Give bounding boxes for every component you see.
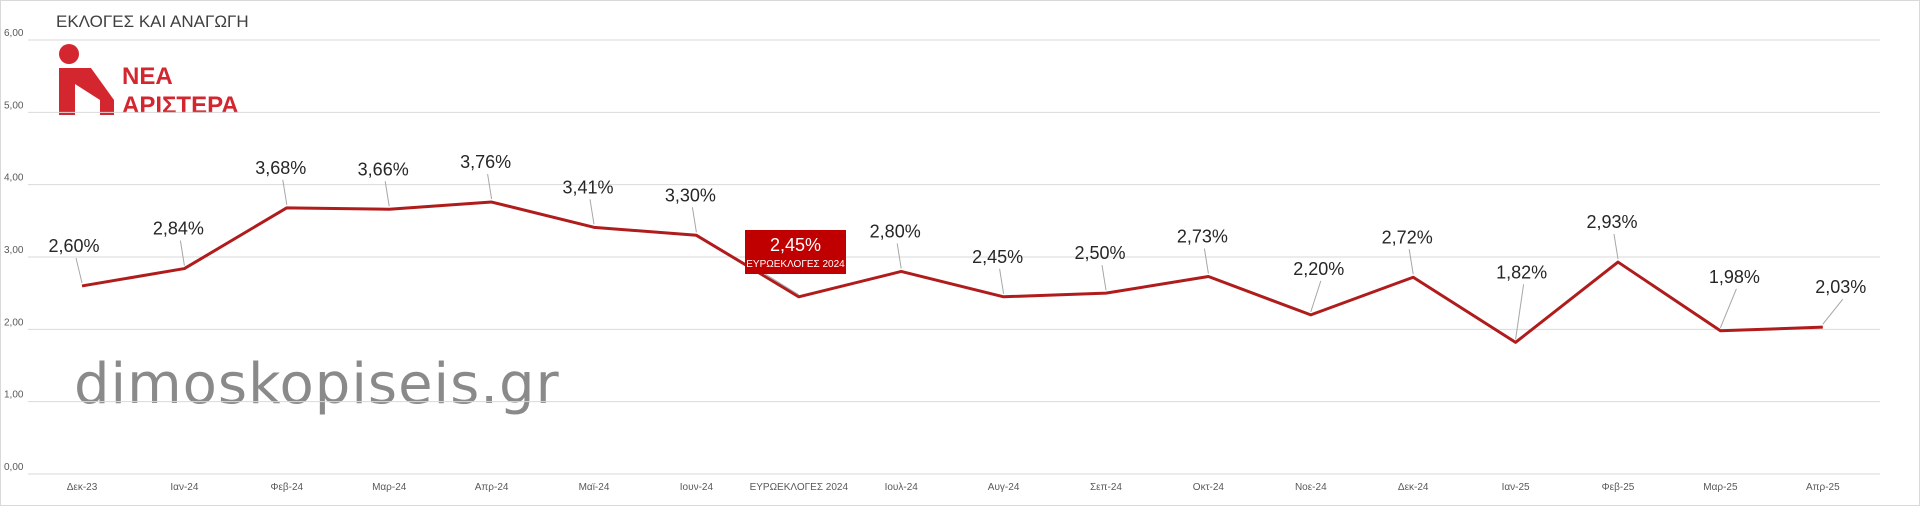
y-tick-label: 2,00: [4, 317, 24, 328]
chart-title: ΕΚΛΟΓΕΣ ΚΑΙ ΑΝΑΓΩΓΗ: [56, 12, 249, 31]
leader-line: [691, 207, 697, 233]
leader-line: [1203, 248, 1209, 274]
data-label: 3,68%: [255, 158, 306, 178]
nea-aristera-logo: ΝΕΑ ΑΡΙΣΤΕΡΑ: [56, 44, 256, 129]
leader-line: [487, 173, 493, 200]
data-label: 2,73%: [1177, 227, 1228, 247]
data-label: 2,80%: [870, 221, 921, 241]
data-label: 2,03%: [1815, 277, 1866, 297]
highlight-value: 2,45%: [770, 235, 821, 255]
leader-line: [384, 181, 390, 207]
leader-line: [589, 199, 595, 225]
highlight-box: [745, 230, 846, 274]
leader-line: [1719, 288, 1737, 328]
leader-line: [1310, 280, 1322, 313]
leader-line: [1822, 298, 1844, 325]
y-tick-label: 5,00: [4, 100, 24, 111]
x-tick-label: Ιουν-24: [680, 482, 714, 493]
x-tick-label: Δεκ-24: [1398, 482, 1429, 493]
data-label: 2,60%: [48, 236, 99, 256]
x-tick-label: Απρ-25: [1806, 482, 1840, 493]
leader-line: [1101, 265, 1107, 291]
leader-line: [999, 268, 1005, 294]
x-tick-label: Μαϊ-24: [579, 482, 610, 493]
y-tick-label: 4,00: [4, 173, 24, 184]
data-label: 2,45%: [972, 247, 1023, 267]
data-label: 3,41%: [562, 177, 613, 197]
y-tick-label: 0,00: [4, 462, 24, 473]
leader-line: [1408, 249, 1414, 275]
y-tick-label: 3,00: [4, 245, 24, 256]
x-tick-label: Ιαν-25: [1502, 482, 1530, 493]
data-label: 2,84%: [153, 219, 204, 239]
x-tick-label: Φεβ-25: [1602, 482, 1635, 493]
data-label: 3,66%: [358, 159, 409, 179]
leader-line: [75, 257, 83, 284]
x-tick-label: Φεβ-24: [270, 482, 303, 493]
data-label: 1,98%: [1709, 267, 1760, 287]
watermark: dimoskopiseis.gr: [74, 352, 560, 417]
data-label: 2,93%: [1586, 212, 1637, 232]
logo-mark-icon: ΝΕΑ ΑΡΙΣΤΕΡΑ: [59, 44, 239, 119]
leader-line: [179, 240, 185, 266]
data-label: 3,30%: [665, 185, 716, 205]
y-tick-label: 6,00: [4, 28, 24, 39]
x-tick-label: Οκτ-24: [1193, 482, 1225, 493]
x-tick-label: Νοε-24: [1295, 482, 1327, 493]
x-tick-label: Απρ-24: [475, 482, 509, 493]
logo-line2: ΑΡΙΣΤΕΡΑ: [122, 92, 239, 119]
leader-line: [896, 243, 902, 269]
y-tick-label: 1,00: [4, 390, 24, 401]
x-tick-label: ΕΥΡΩΕΚΛΟΓΕΣ 2024: [750, 482, 849, 493]
data-label: 1,82%: [1496, 262, 1547, 282]
data-label: 3,76%: [460, 152, 511, 172]
highlight-sublabel: ΕΥΡΩΕΚΛΟΓΕΣ 2024: [746, 259, 845, 270]
logo-line1: ΝΕΑ: [122, 63, 173, 90]
x-tick-label: Ιαν-24: [170, 482, 198, 493]
x-tick-label: Ιουλ-24: [885, 482, 919, 493]
x-tick-label: Σεπ-24: [1090, 482, 1122, 493]
data-label: 2,20%: [1293, 259, 1344, 279]
leader-line: [764, 273, 800, 296]
x-tick-label: Μαρ-24: [372, 482, 407, 493]
leader-line: [282, 179, 288, 205]
x-tick-label: Δεκ-23: [67, 482, 98, 493]
data-label: 2,72%: [1382, 227, 1433, 247]
leader-line: [1515, 284, 1525, 340]
x-tick-label: Μαρ-25: [1703, 482, 1738, 493]
data-label: 2,50%: [1074, 243, 1125, 263]
x-tick-label: Αυγ-24: [988, 482, 1020, 493]
leader-line: [1613, 233, 1619, 260]
series-line: [81, 200, 1823, 344]
